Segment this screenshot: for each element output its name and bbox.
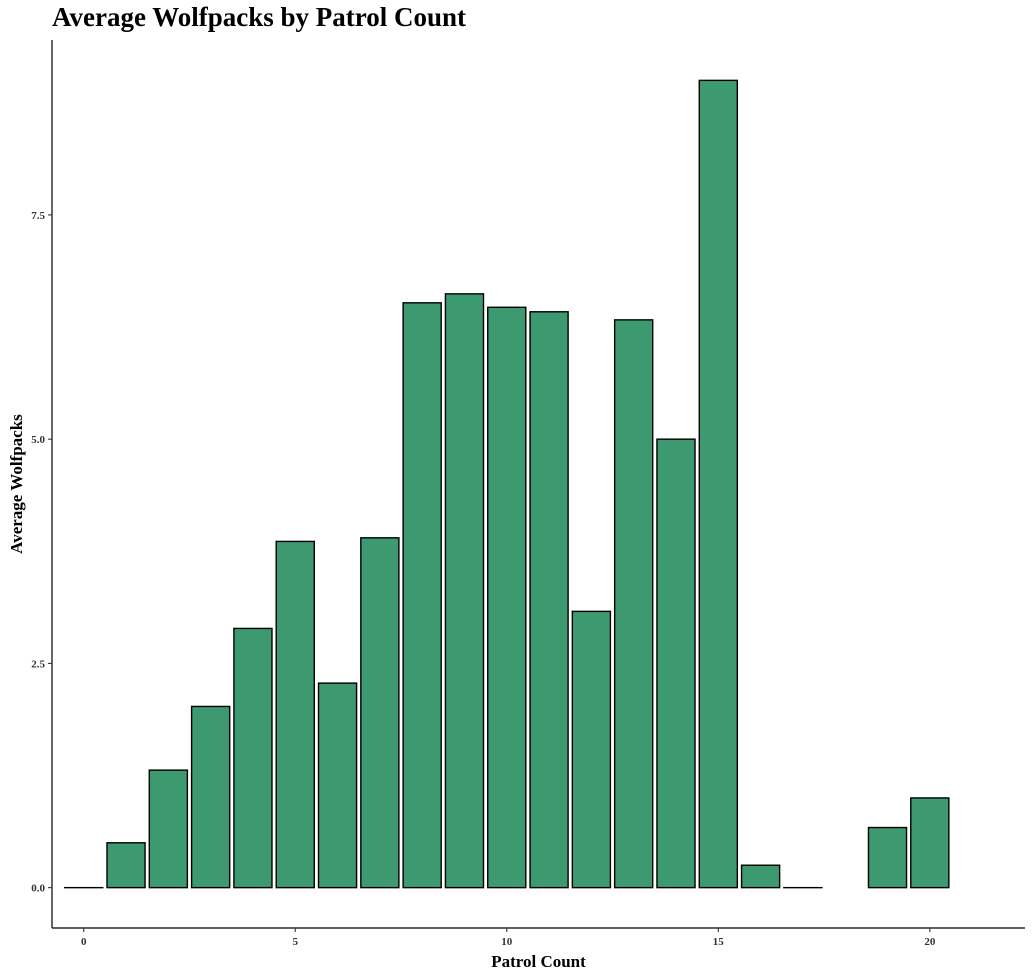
y-axis-ticks: 0.0 2.5 5.0 7.5	[31, 210, 52, 895]
bar-patrol-11	[529, 311, 569, 889]
y-tick-label: 5.0	[31, 434, 45, 446]
bar-patrol-3	[190, 705, 231, 889]
x-tick-label: 20	[924, 936, 936, 948]
y-tick-label: 7.5	[31, 210, 45, 222]
bar-patrol-10	[487, 306, 527, 889]
x-tick-label: 15	[713, 936, 725, 948]
chart-title: Average Wolfpacks by Patrol Count	[52, 2, 467, 32]
bars-group	[63, 79, 950, 889]
x-tick-label: 5	[293, 936, 299, 948]
bar-patrol-19	[867, 826, 908, 889]
bar-patrol-12	[571, 610, 612, 889]
x-axis-ticks: 0 5 10 15 20	[81, 928, 936, 948]
bar-patrol-15	[698, 79, 739, 889]
x-tick-label: 10	[501, 936, 513, 948]
bar-patrol-6	[317, 682, 358, 889]
bar-patrol-20	[910, 797, 950, 889]
bar-patrol-13	[613, 319, 654, 889]
bar-patrol-1	[106, 842, 146, 889]
bar-patrol-7	[360, 537, 400, 889]
bar-patrol-9	[444, 293, 485, 889]
bar-patrol-14	[656, 438, 696, 889]
y-axis-title: Average Wolfpacks	[7, 414, 26, 554]
x-axis-title: Patrol Count	[491, 952, 586, 971]
x-tick-label: 0	[81, 936, 87, 948]
bar-patrol-5	[275, 540, 315, 889]
bar-patrol-8	[402, 302, 442, 889]
bar-patrol-2	[148, 769, 189, 889]
bar-patrol-4	[233, 627, 273, 889]
y-tick-label: 0.0	[31, 883, 45, 895]
bar-patrol-16	[740, 864, 781, 889]
y-tick-label: 2.5	[31, 658, 45, 670]
